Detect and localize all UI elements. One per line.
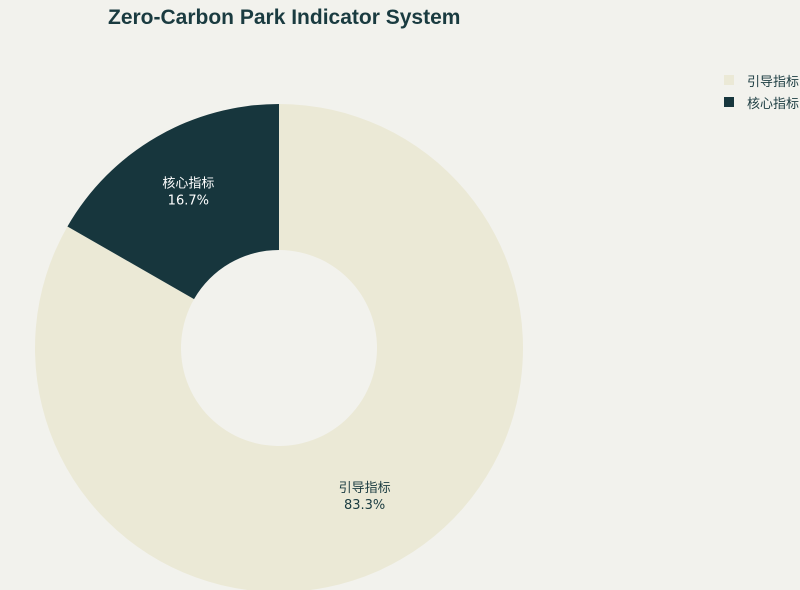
legend-label-core: 核心指标 (747, 96, 800, 112)
legend-item-core[interactable]: 核心指标 (724, 91, 800, 113)
legend-swatch-core (724, 97, 734, 107)
slice-value-core: 16.7% (168, 193, 209, 208)
chart-legend: 引导指标 核心指标 (724, 69, 800, 113)
chart-title: Zero-Carbon Park Indicator System (108, 6, 461, 29)
legend-item-guidance[interactable]: 引导指标 (724, 69, 800, 91)
slice-label-core: 核心指标 (162, 176, 214, 191)
legend-label-guidance: 引导指标 (747, 74, 800, 90)
slice-value-guidance: 83.3% (344, 498, 385, 513)
legend-swatch-guidance (724, 75, 734, 85)
slice-guidance[interactable] (35, 104, 523, 590)
slice-label-guidance: 引导指标 (339, 481, 391, 496)
slice-core[interactable] (67, 103, 279, 300)
